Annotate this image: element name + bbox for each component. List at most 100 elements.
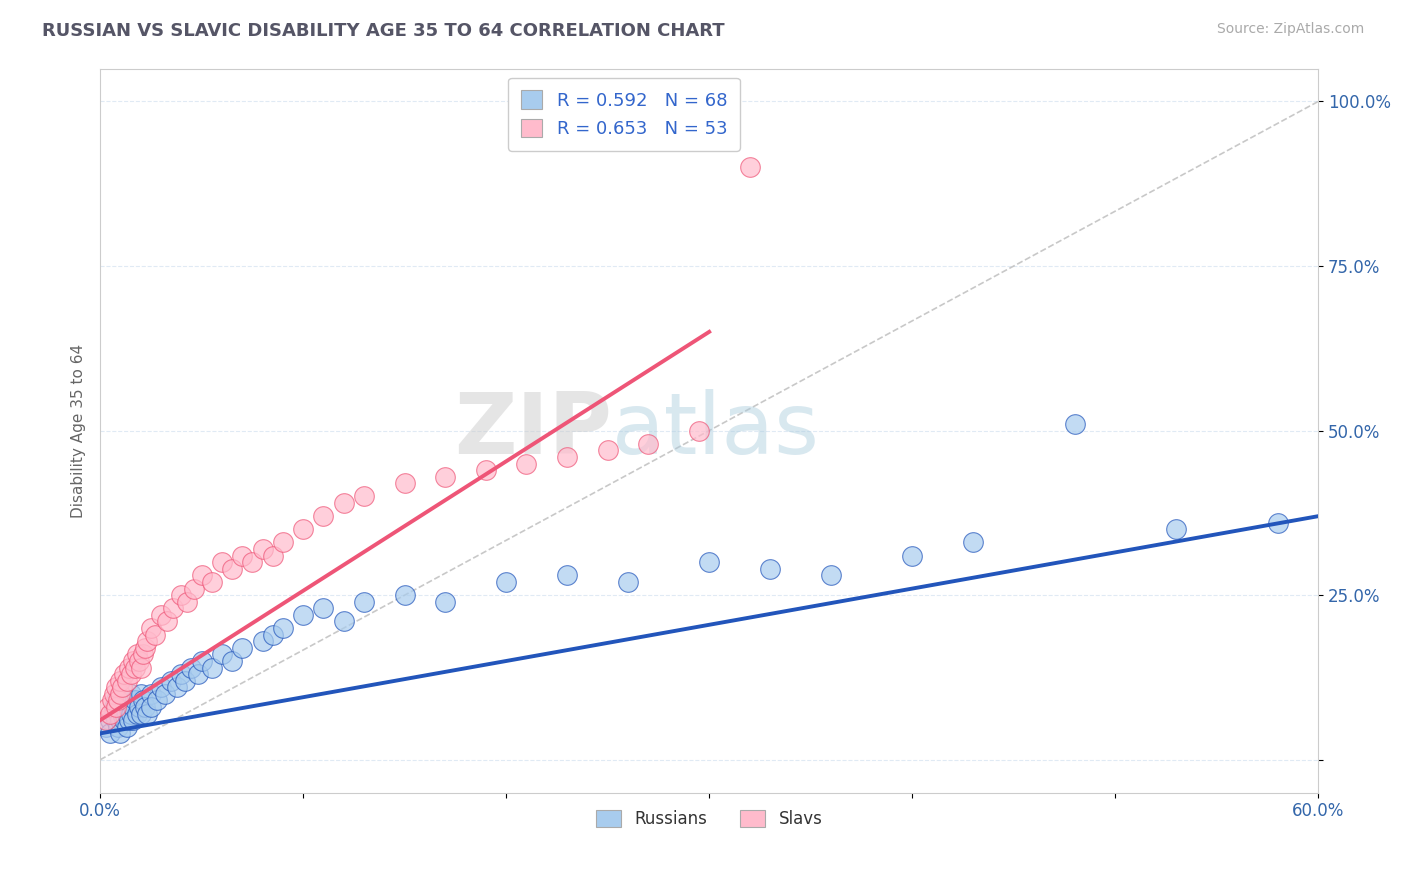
- Point: [125, 648, 148, 662]
- Point: [596, 443, 619, 458]
- Point: [117, 660, 139, 674]
- Point: [170, 667, 193, 681]
- Point: [738, 161, 761, 175]
- Point: [434, 469, 457, 483]
- Point: [697, 555, 720, 569]
- Point: [121, 700, 143, 714]
- Point: [231, 549, 253, 563]
- Point: [759, 562, 782, 576]
- Point: [820, 568, 842, 582]
- Point: [156, 615, 179, 629]
- Point: [143, 628, 166, 642]
- Point: [292, 607, 315, 622]
- Point: [555, 450, 578, 464]
- Point: [121, 713, 143, 727]
- Point: [242, 555, 264, 569]
- Point: [135, 706, 157, 721]
- Point: [183, 582, 205, 596]
- Point: [1166, 522, 1188, 536]
- Point: [117, 693, 139, 707]
- Point: [105, 713, 128, 727]
- Point: [555, 568, 578, 582]
- Point: [98, 726, 121, 740]
- Point: [187, 667, 209, 681]
- Point: [121, 654, 143, 668]
- Point: [637, 436, 659, 450]
- Point: [129, 660, 152, 674]
- Point: [139, 621, 162, 635]
- Point: [475, 463, 498, 477]
- Point: [312, 601, 335, 615]
- Point: [190, 654, 212, 668]
- Point: [688, 424, 710, 438]
- Point: [332, 615, 354, 629]
- Point: [120, 687, 142, 701]
- Point: [101, 693, 124, 707]
- Point: [176, 595, 198, 609]
- Point: [125, 706, 148, 721]
- Point: [166, 681, 188, 695]
- Point: [1267, 516, 1289, 530]
- Point: [962, 535, 984, 549]
- Point: [617, 574, 640, 589]
- Point: [128, 700, 150, 714]
- Y-axis label: Disability Age 35 to 64: Disability Age 35 to 64: [72, 343, 86, 517]
- Point: [111, 681, 134, 695]
- Point: [160, 673, 183, 688]
- Point: [901, 549, 924, 563]
- Point: [139, 687, 162, 701]
- Point: [120, 667, 142, 681]
- Point: [262, 549, 284, 563]
- Point: [134, 640, 156, 655]
- Point: [139, 700, 162, 714]
- Point: [271, 621, 294, 635]
- Point: [332, 496, 354, 510]
- Point: [252, 634, 274, 648]
- Point: [129, 706, 152, 721]
- Point: [97, 700, 120, 714]
- Point: [153, 687, 176, 701]
- Point: [271, 535, 294, 549]
- Point: [150, 607, 173, 622]
- Point: [135, 634, 157, 648]
- Point: [394, 476, 416, 491]
- Point: [132, 648, 155, 662]
- Point: [114, 667, 136, 681]
- Point: [107, 693, 129, 707]
- Point: [150, 681, 173, 695]
- Point: [190, 568, 212, 582]
- Point: [110, 726, 132, 740]
- Point: [201, 660, 224, 674]
- Point: [170, 588, 193, 602]
- Point: [129, 687, 152, 701]
- Point: [515, 457, 537, 471]
- Point: [107, 720, 129, 734]
- Point: [110, 673, 132, 688]
- Point: [96, 713, 118, 727]
- Point: [107, 706, 129, 721]
- Text: atlas: atlas: [612, 389, 820, 472]
- Point: [115, 706, 138, 721]
- Point: [98, 713, 121, 727]
- Text: ZIP: ZIP: [454, 389, 612, 472]
- Point: [115, 720, 138, 734]
- Point: [128, 654, 150, 668]
- Point: [96, 720, 118, 734]
- Point: [124, 693, 146, 707]
- Point: [110, 700, 132, 714]
- Point: [180, 660, 202, 674]
- Point: [105, 700, 128, 714]
- Point: [105, 681, 128, 695]
- Point: [231, 640, 253, 655]
- Point: [111, 706, 134, 721]
- Point: [103, 687, 125, 701]
- Point: [211, 555, 233, 569]
- Point: [134, 700, 156, 714]
- Point: [353, 490, 375, 504]
- Point: [98, 706, 121, 721]
- Point: [252, 542, 274, 557]
- Point: [211, 648, 233, 662]
- Text: RUSSIAN VS SLAVIC DISABILITY AGE 35 TO 64 CORRELATION CHART: RUSSIAN VS SLAVIC DISABILITY AGE 35 TO 6…: [42, 22, 725, 40]
- Legend: Russians, Slavs: Russians, Slavs: [589, 804, 830, 835]
- Point: [434, 595, 457, 609]
